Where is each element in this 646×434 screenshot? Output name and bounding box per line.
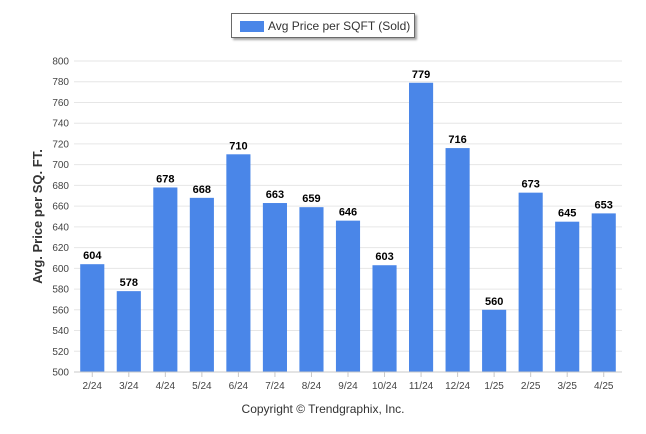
data-label: 678 — [156, 173, 174, 185]
x-tick-label: 5/24 — [192, 381, 212, 392]
y-tick-label: 580 — [52, 285, 69, 296]
data-label: 646 — [339, 207, 357, 219]
y-tick-label: 520 — [52, 347, 69, 358]
y-tick-label: 640 — [52, 222, 69, 233]
bar — [445, 148, 470, 372]
y-tick-label: 660 — [52, 202, 69, 213]
y-tick-label: 680 — [52, 181, 69, 192]
x-tick-label: 3/25 — [557, 381, 577, 392]
x-tick-label: 4/24 — [156, 381, 176, 392]
y-tick-label: 560 — [52, 305, 69, 316]
data-label: 603 — [375, 251, 393, 263]
bar — [116, 291, 141, 372]
bar — [555, 221, 580, 372]
x-tick-label: 6/24 — [229, 381, 249, 392]
x-tick-label: 7/24 — [265, 381, 285, 392]
data-label: 663 — [266, 189, 284, 201]
data-label: 659 — [302, 193, 320, 205]
bar — [299, 207, 324, 372]
bar — [262, 203, 287, 372]
y-tick-label: 500 — [52, 368, 69, 379]
bar — [409, 82, 434, 373]
y-tick-label: 720 — [52, 139, 69, 150]
y-axis-title: Avg. Price per SQ. FT. — [30, 149, 45, 284]
y-tick-label: 620 — [52, 243, 69, 254]
bar — [518, 192, 543, 372]
copyright-text: Copyright © Trendgraphix, Inc. — [241, 402, 405, 416]
y-tick-label: 600 — [52, 264, 69, 275]
x-tick-label: 12/24 — [445, 381, 470, 392]
x-tick-label: 2/25 — [521, 381, 541, 392]
bar — [372, 265, 397, 372]
data-label: 578 — [120, 277, 138, 289]
x-tick-label: 8/24 — [302, 381, 322, 392]
bar — [591, 213, 616, 372]
x-tick-label: 2/24 — [83, 381, 103, 392]
data-label: 604 — [83, 250, 102, 262]
y-tick-label: 740 — [52, 119, 69, 130]
x-tick-label: 9/24 — [338, 381, 358, 392]
bar — [153, 187, 178, 372]
y-tick-label: 780 — [52, 77, 69, 88]
bar — [335, 220, 361, 372]
y-tick-label: 760 — [52, 98, 69, 109]
y-tick-label: 700 — [52, 160, 69, 171]
data-label: 668 — [193, 184, 211, 196]
data-label: 710 — [229, 140, 247, 152]
data-label: 653 — [595, 199, 613, 211]
legend-label: Avg Price per SQFT (Sold) — [268, 19, 411, 33]
bar — [482, 309, 507, 372]
x-tick-label: 4/25 — [594, 381, 614, 392]
x-tick-label: 11/24 — [409, 381, 434, 392]
x-tick-label: 3/24 — [119, 381, 139, 392]
bar — [80, 264, 105, 372]
data-label: 560 — [485, 296, 503, 308]
chart-legend: Avg Price per SQFT (Sold) — [231, 13, 415, 38]
legend-swatch — [240, 21, 264, 32]
y-tick-label: 800 — [52, 57, 69, 68]
data-label: 673 — [521, 179, 539, 191]
bar — [189, 197, 214, 372]
bar — [226, 154, 251, 372]
data-label: 716 — [448, 134, 466, 146]
x-tick-label: 10/24 — [372, 381, 397, 392]
x-tick-label: 1/25 — [484, 381, 504, 392]
data-label: 645 — [558, 208, 576, 220]
y-tick-label: 540 — [52, 326, 69, 337]
data-label: 779 — [412, 69, 430, 81]
